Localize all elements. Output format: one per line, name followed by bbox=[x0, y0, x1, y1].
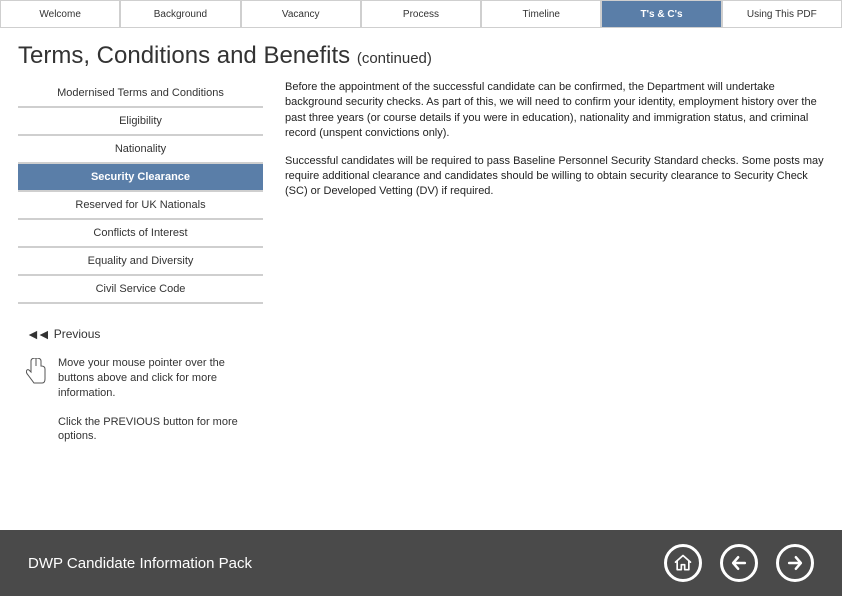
tab-timeline[interactable]: Timeline bbox=[482, 1, 600, 27]
previous-button[interactable]: ◄◄ Previous bbox=[18, 326, 263, 342]
home-button[interactable] bbox=[664, 544, 702, 582]
sidebar-item-reserved[interactable]: Reserved for UK Nationals bbox=[18, 192, 263, 220]
sidebar-item-conflicts[interactable]: Conflicts of Interest bbox=[18, 220, 263, 248]
body-text: Before the appointment of the successful… bbox=[285, 80, 824, 444]
sidebar: Modernised Terms and Conditions Eligibil… bbox=[18, 80, 263, 444]
sidebar-item-civil-service-code[interactable]: Civil Service Code bbox=[18, 276, 263, 304]
home-icon bbox=[673, 553, 693, 573]
sidebar-item-nationality[interactable]: Nationality bbox=[18, 136, 263, 164]
sidebar-item-equality[interactable]: Equality and Diversity bbox=[18, 248, 263, 276]
arrow-right-icon bbox=[785, 553, 805, 573]
sidebar-item-security-clearance[interactable]: Security Clearance bbox=[18, 164, 263, 192]
footer-title: DWP Candidate Information Pack bbox=[28, 555, 252, 572]
forward-button[interactable] bbox=[776, 544, 814, 582]
sidebar-item-eligibility[interactable]: Eligibility bbox=[18, 108, 263, 136]
footer-nav-icons bbox=[664, 544, 814, 582]
tab-vacancy[interactable]: Vacancy bbox=[242, 1, 360, 27]
tab-process[interactable]: Process bbox=[362, 1, 480, 27]
page-title: Terms, Conditions and Benefits (continue… bbox=[18, 42, 824, 70]
title-suffix: (continued) bbox=[357, 50, 432, 67]
title-main: Terms, Conditions and Benefits bbox=[18, 42, 350, 69]
tab-welcome[interactable]: Welcome bbox=[1, 1, 119, 27]
mouse-pointer-icon bbox=[24, 356, 48, 401]
tab-using-this-pdf[interactable]: Using This PDF bbox=[723, 1, 841, 27]
previous-label: Previous bbox=[54, 327, 101, 341]
footer: DWP Candidate Information Pack bbox=[0, 530, 842, 596]
sidebar-item-modernised-terms[interactable]: Modernised Terms and Conditions bbox=[18, 80, 263, 108]
back-button[interactable] bbox=[720, 544, 758, 582]
tab-ts-and-cs[interactable]: T's & C's bbox=[602, 1, 720, 27]
arrow-left-icon bbox=[729, 553, 749, 573]
hint-previous-text: Click the PREVIOUS button for more optio… bbox=[18, 415, 238, 445]
hint-mouse: Move your mouse pointer over the buttons… bbox=[18, 356, 263, 401]
top-nav: Welcome Background Vacancy Process Timel… bbox=[0, 0, 842, 28]
hint-mouse-text: Move your mouse pointer over the buttons… bbox=[58, 356, 238, 401]
body-paragraph-1: Before the appointment of the successful… bbox=[285, 80, 824, 142]
content-area: Terms, Conditions and Benefits (continue… bbox=[0, 28, 842, 530]
chevron-left-icon: ◄◄ bbox=[26, 326, 48, 342]
tab-background[interactable]: Background bbox=[121, 1, 239, 27]
body-paragraph-2: Successful candidates will be required t… bbox=[285, 154, 824, 200]
